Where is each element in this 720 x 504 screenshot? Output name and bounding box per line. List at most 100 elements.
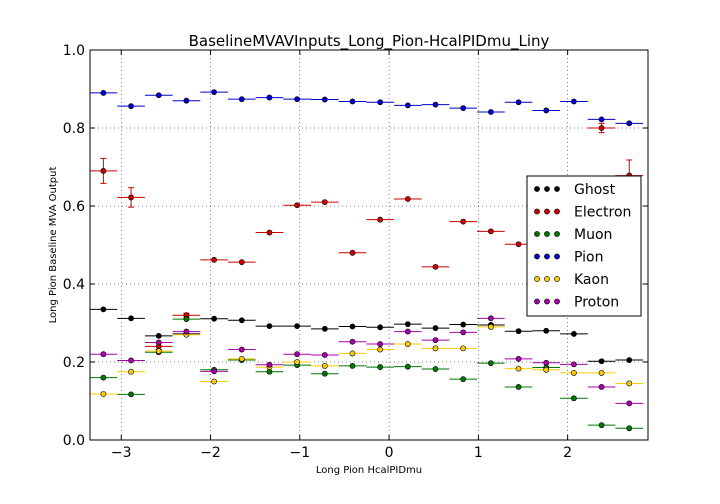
legend-marker: [534, 231, 540, 237]
data-point: [570, 361, 577, 368]
x-tick-label: 0: [385, 445, 394, 461]
data-point: [100, 351, 107, 358]
data-point: [155, 339, 162, 346]
data-point: [238, 259, 245, 266]
legend-label: Ghost: [574, 182, 616, 198]
data-point: [460, 376, 467, 383]
legend-marker: [544, 231, 550, 237]
data-point: [515, 241, 522, 248]
data-point: [321, 370, 328, 377]
data-point: [349, 249, 356, 256]
legend-marker: [544, 276, 550, 282]
data-point: [377, 216, 384, 223]
data-point: [570, 331, 577, 337]
data-point: [515, 365, 522, 372]
data-point: [515, 355, 522, 362]
data-point: [626, 120, 633, 127]
data-point: [238, 346, 245, 353]
legend-item-kaon: Kaon: [534, 272, 609, 288]
x-tick-label: −3: [111, 445, 132, 461]
data-point: [183, 316, 190, 322]
data-point: [515, 328, 522, 335]
data-point: [377, 99, 384, 106]
data-point: [128, 368, 134, 375]
plot-frame: [89, 49, 649, 441]
data-point: [155, 92, 162, 99]
series-proton: [90, 315, 644, 407]
data-point: [432, 366, 439, 372]
data-point: [321, 325, 328, 332]
data-point: [515, 384, 522, 390]
x-axis-label: Long Pion HcalPIDmu: [316, 465, 422, 476]
legend-item-ghost: Ghost: [534, 182, 616, 198]
data-point: [377, 346, 384, 353]
data-point: [294, 96, 301, 103]
data-point: [294, 202, 301, 209]
data-point: [487, 228, 494, 235]
legend-marker: [544, 253, 550, 260]
data-point: [100, 90, 107, 96]
x-tick-label: 2: [563, 445, 572, 461]
data-point: [294, 351, 301, 358]
legend-marker: [534, 253, 540, 260]
data-point: [432, 101, 439, 108]
data-point: [211, 378, 217, 385]
data-point: [100, 374, 107, 381]
legend-marker: [534, 276, 540, 282]
data-point: [211, 368, 217, 375]
data-point: [487, 323, 494, 330]
data-point: [487, 360, 494, 367]
legend-label: Muon: [574, 227, 612, 243]
legend-marker: [534, 208, 540, 215]
data-point: [598, 116, 605, 123]
legend-label: Pion: [574, 250, 603, 266]
data-point: [626, 380, 633, 387]
data-point: [543, 366, 550, 373]
data-point: [543, 359, 550, 366]
y-axis-label: Long Pion Baseline MVA Output: [48, 167, 59, 324]
data-point: [460, 105, 467, 112]
data-point: [598, 384, 605, 390]
data-point: [349, 323, 356, 330]
data-point: [238, 355, 245, 362]
data-point: [321, 199, 328, 205]
data-point: [349, 362, 356, 369]
data-point: [321, 96, 328, 103]
chart-title: BaselineMVAVInputs_Long_Pion-HcalPIDmu_L…: [189, 32, 550, 51]
legend-marker: [544, 208, 550, 215]
data-point: [155, 348, 162, 354]
data-point: [432, 337, 439, 344]
y-tick-label: 0.8: [63, 121, 85, 137]
data-point: [543, 107, 550, 114]
data-point: [349, 98, 356, 105]
axis-ticks: −3 −2 −1 0 1 2 0.0 0.2 0.4 0.6 0.8 1.0: [63, 43, 648, 461]
legend: Ghost Electron Muon Pion Kaon Proton: [526, 175, 642, 317]
y-tick-label: 0.6: [63, 199, 85, 215]
data-point: [211, 89, 217, 96]
legend-marker: [544, 298, 550, 305]
data-point: [460, 345, 467, 352]
data-point: [100, 167, 107, 174]
data-point: [266, 94, 273, 101]
data-point: [377, 341, 384, 347]
data-point: [570, 98, 577, 105]
data-point: [266, 229, 273, 236]
data-point: [598, 422, 605, 429]
data-point: [100, 391, 107, 397]
legend-marker: [554, 253, 560, 260]
y-tick-label: 0.2: [63, 355, 85, 371]
data-point: [626, 425, 633, 432]
data-point: [238, 96, 245, 103]
data-point: [570, 395, 577, 402]
data-point: [128, 194, 134, 201]
y-tick-label: 0.0: [63, 433, 85, 449]
data-point: [211, 256, 217, 263]
x-tick-label: 1: [474, 445, 483, 461]
data-point: [432, 263, 439, 270]
y-tick-label: 0.4: [63, 277, 85, 293]
data-point: [515, 99, 522, 106]
data-point: [349, 350, 356, 357]
data-point: [238, 317, 245, 324]
legend-marker: [554, 208, 560, 215]
data-point: [543, 327, 550, 334]
